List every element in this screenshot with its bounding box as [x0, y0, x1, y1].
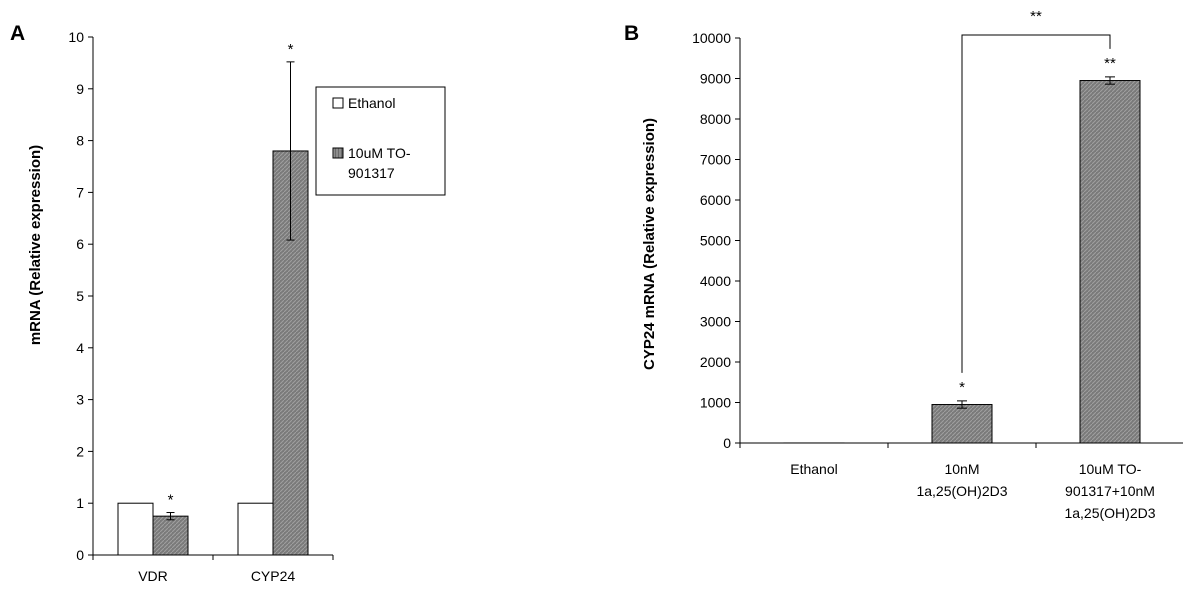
y-tick-label: 4 — [76, 340, 84, 356]
bar-treated — [152, 515, 189, 556]
y-tick-label: 0 — [723, 435, 731, 451]
y-tick-label: 2 — [76, 443, 84, 459]
bracket-significance: ** — [1030, 8, 1042, 25]
panel-b-axes: 0 1000 2000 3000 4000 5000 6000 7000 8000 9000 100… — [692, 30, 1183, 451]
y-tick-label: 6000 — [700, 192, 731, 208]
y-tick-label: 10 — [68, 29, 84, 45]
y-tick-label: 9 — [76, 81, 84, 97]
legend-swatch-treated — [332, 147, 344, 159]
y-tick-label: 5000 — [700, 233, 731, 249]
bar — [1079, 80, 1141, 444]
legend-label-treated-line1: 10uM TO- — [348, 145, 411, 161]
y-tick-label: 0 — [76, 547, 84, 563]
x-tick-label: 10nM — [944, 461, 979, 477]
y-tick-label: 2000 — [700, 354, 731, 370]
y-tick-label: 7000 — [700, 152, 731, 168]
comparison-bracket — [961, 34, 1111, 373]
y-tick-label: 1 — [76, 495, 84, 511]
y-tick-label: 3000 — [700, 314, 731, 330]
panel-a-chart: A mRNA (Relative expression) 0 1 2 3 4 5 6 7 8 9 1… — [10, 22, 446, 584]
legend-label-ethanol: Ethanol — [348, 95, 395, 111]
panel-b-y-axis-label: CYP24 mRNA (Relative expression) — [641, 118, 658, 370]
y-tick-label: 5 — [76, 288, 84, 304]
y-tick-label: 7 — [76, 184, 84, 200]
significance-marker: * — [168, 492, 174, 509]
y-tick-label: 3 — [76, 392, 84, 408]
bar-ethanol — [237, 502, 274, 556]
panel-b-letter: B — [624, 22, 639, 45]
panel-a-y-axis-label: mRNA (Relative expression) — [27, 145, 44, 345]
significance-marker: * — [288, 41, 294, 58]
y-tick-label: 6 — [76, 236, 84, 252]
bar-ethanol — [117, 502, 154, 556]
significance-marker: ** — [1104, 55, 1116, 72]
significance-marker: * — [959, 379, 965, 396]
panel-a-axes: 0 1 2 3 4 5 6 7 8 9 10 — [68, 29, 334, 563]
y-tick-label: 10000 — [692, 30, 731, 46]
y-tick-label: 9000 — [700, 71, 731, 87]
panel-a-bars: * VDR * CYP24 — [117, 41, 309, 584]
panel-b-bars: Ethanol * 10nM 1a,25(OH)2D3 ** 10uM TO- 901317… — [783, 8, 1156, 521]
x-tick-label: 10uM TO- — [1079, 461, 1142, 477]
panel-a-letter: A — [10, 22, 25, 45]
y-tick-label: 4000 — [700, 273, 731, 289]
x-tick-label: 1a,25(OH)2D3 — [1064, 505, 1155, 521]
x-tick-label: Ethanol — [790, 461, 837, 477]
legend-swatch-ethanol — [332, 97, 344, 109]
legend-label-treated-line2: 901317 — [348, 165, 395, 181]
y-tick-label: 8000 — [700, 111, 731, 127]
x-tick-label: CYP24 — [251, 568, 296, 584]
panel-a-legend: Ethanol 10uM TO- 901317 — [315, 86, 446, 196]
x-tick-label: 901317+10nM — [1065, 483, 1155, 499]
x-tick-label: 1a,25(OH)2D3 — [916, 483, 1007, 499]
x-tick-label: VDR — [138, 568, 168, 584]
y-tick-label: 8 — [76, 133, 84, 149]
panel-b-chart: B CYP24 mRNA (Relative expression) 0 1000… — [624, 8, 1183, 521]
bar — [931, 404, 993, 444]
y-tick-label: 1000 — [700, 395, 731, 411]
